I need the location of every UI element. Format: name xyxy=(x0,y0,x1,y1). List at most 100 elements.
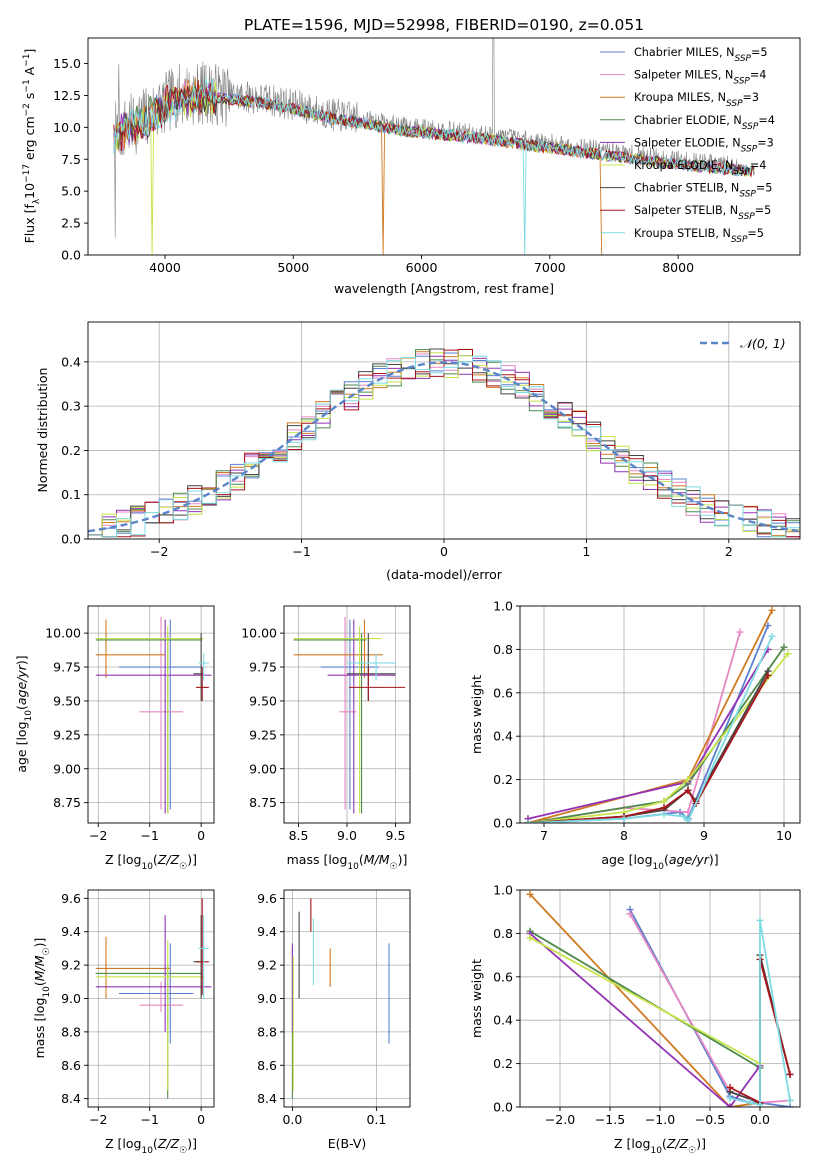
x-tick-label: 7 xyxy=(540,828,548,843)
x-tick-label: 8 xyxy=(620,828,628,843)
y-tick-label: 5.0 xyxy=(61,184,81,199)
y-tick-label: 7.5 xyxy=(61,152,81,167)
y-tick-label: 9.00 xyxy=(53,761,81,776)
y-tick-label: 9.2 xyxy=(257,958,277,973)
y-tick-label: 0.0 xyxy=(61,248,81,263)
axes-frame xyxy=(519,605,801,824)
x-tick-label: −1 xyxy=(292,544,310,559)
spectrum-panel: 4000 5000 6000 7000 8000 0.0 2.5 5.0 7.5 10.0 12.5… xyxy=(22,37,801,296)
weight-line-kroupa-stelib xyxy=(527,636,773,823)
weight-marker xyxy=(784,650,792,658)
residuals-panel: −2 −1 0 1 2 0.0 0.1 0.2 0.3 0.4 (data-model)/error… xyxy=(35,321,801,582)
y-tick-label: 9.6 xyxy=(61,891,81,906)
weight-line-salpeter-stelib xyxy=(527,674,769,823)
y-tick-label: 0.3 xyxy=(61,399,81,414)
mass-vs-ebv-panel: 0.0 0.1 8.4 8.6 8.8 9.0 9.2 9.4 9.6 E(B-V) xyxy=(257,889,411,1151)
plot-area xyxy=(526,890,794,1107)
x-tick-label: −1 xyxy=(140,1112,158,1127)
axes-frame xyxy=(87,37,801,256)
y-tick-label: 9.6 xyxy=(257,891,277,906)
y-tick-label: 9.0 xyxy=(257,991,277,1006)
y-tick-label: 0.0 xyxy=(493,816,513,831)
weight-marker xyxy=(684,776,692,784)
y-tick-label: 12.5 xyxy=(53,88,81,103)
legend-entry: Chabrier ELODIE, NSSP=4 xyxy=(634,114,775,132)
plot-area xyxy=(113,38,755,255)
y-tick-label: 0.8 xyxy=(493,926,513,941)
legend-entry: Chabrier STELIB, NSSP=5 xyxy=(634,182,772,200)
legend: Chabrier MILES, NSSP=5 Salpeter MILES, NS… xyxy=(600,46,775,245)
x-tick-label: 0.1 xyxy=(366,1112,386,1127)
y-tick-label: 9.25 xyxy=(53,727,81,742)
histogram-kroupa-stelib xyxy=(88,355,800,539)
normal-curve xyxy=(88,361,800,533)
y-tick-label: 10.00 xyxy=(45,626,81,641)
weight-marker xyxy=(786,1096,794,1104)
x-tick-label: 9.5 xyxy=(386,828,406,843)
y-tick-label: 0.2 xyxy=(493,1056,513,1071)
x-tick-label: 7000 xyxy=(534,260,566,275)
y-tick-label: 9.4 xyxy=(61,924,81,939)
plot-area xyxy=(524,606,792,823)
mass-vs-z-panel: −2 −1 0 8.4 8.6 8.8 9.0 9.2 9.4 9.6 Z [log10(Z/Z☉)… xyxy=(32,889,215,1156)
y-axis-label: mass [log10(M/M☉)] xyxy=(32,938,52,1059)
y-tick-label: 1.0 xyxy=(493,883,513,898)
y-tick-label: 9.50 xyxy=(53,693,81,708)
y-tick-label: 0.2 xyxy=(61,443,81,458)
legend-entry: Kroupa MILES, NSSP=3 xyxy=(634,91,759,109)
x-tick-label: 8.5 xyxy=(289,828,309,843)
y-tick-label: 9.75 xyxy=(249,660,277,675)
weight-marker xyxy=(726,1103,734,1107)
weight-marker xyxy=(746,1099,754,1107)
y-tick-label: 9.2 xyxy=(61,958,81,973)
weight-marker xyxy=(684,786,692,794)
weight-line-salpeter-elodie xyxy=(527,648,769,820)
x-tick-label: 5000 xyxy=(277,260,309,275)
y-tick-label: 10.00 xyxy=(241,626,277,641)
legend-entry: Salpeter ELODIE, NSSP=3 xyxy=(634,136,774,154)
figure-title: PLATE=1596, MJD=52998, FIBERID=0190, z=0… xyxy=(244,16,644,34)
weight-marker xyxy=(726,1083,734,1091)
weight-marker xyxy=(768,606,776,614)
x-tick-label: −1.5 xyxy=(595,1112,625,1127)
axes-frame xyxy=(87,605,215,824)
weight-marker xyxy=(620,815,628,823)
y-axis-label: age [log10(age/yr)] xyxy=(14,655,34,772)
x-tick-label: −1 xyxy=(140,828,158,843)
x-tick-label: 1 xyxy=(582,544,590,559)
weight-line-chabrier-stelib xyxy=(527,670,769,823)
x-tick-label: 0.0 xyxy=(750,1112,770,1127)
weight-marker xyxy=(780,643,788,651)
weight-marker xyxy=(726,1094,734,1102)
y-tick-label: 15.0 xyxy=(53,56,81,71)
x-axis-label: mass [log10(M/M☉)] xyxy=(287,852,408,872)
x-tick-label: 8000 xyxy=(662,260,694,275)
age-vs-z-panel: −2 −1 0 8.75 9.00 9.25 9.50 9.75 10.00 Z [log10(Z… xyxy=(14,605,215,872)
massweight-vs-z-panel: −2.0 −1.5 −1.0 −0.5 0.0 0.0 0.2 0.4 0.6 0.8 1.0 Z [… xyxy=(469,883,801,1156)
y-tick-label: 0.6 xyxy=(493,685,513,700)
y-axis-label: Flux [fλ10−17 erg cm−2 s−1 A−1] xyxy=(22,49,42,244)
weight-marker xyxy=(660,797,668,805)
x-tick-label: −2 xyxy=(89,828,107,843)
y-axis-label: mass weight xyxy=(469,675,484,754)
legend-entry: Salpeter STELIB, NSSP=5 xyxy=(634,204,771,222)
weight-marker xyxy=(526,890,534,898)
weight-marker xyxy=(786,1070,794,1078)
x-tick-label: 9 xyxy=(700,828,708,843)
y-tick-label: 0.8 xyxy=(493,642,513,657)
x-tick-label: −2.0 xyxy=(545,1112,575,1127)
legend-entry: 𝒩(0, 1) xyxy=(740,336,786,351)
weight-marker xyxy=(660,810,668,818)
y-axis-label: mass weight xyxy=(469,959,484,1038)
y-tick-label: 0.2 xyxy=(493,772,513,787)
y-tick-label: 8.75 xyxy=(249,795,277,810)
y-tick-label: 0.0 xyxy=(493,1100,513,1115)
weight-marker xyxy=(756,916,764,924)
weight-marker xyxy=(764,671,772,679)
x-tick-label: 10 xyxy=(776,828,792,843)
legend-entry: Salpeter MILES, NSSP=4 xyxy=(634,69,766,87)
x-tick-label: −1.0 xyxy=(645,1112,675,1127)
y-tick-label: 8.4 xyxy=(257,1091,277,1106)
y-tick-label: 9.4 xyxy=(257,924,277,939)
weight-marker xyxy=(764,622,772,630)
